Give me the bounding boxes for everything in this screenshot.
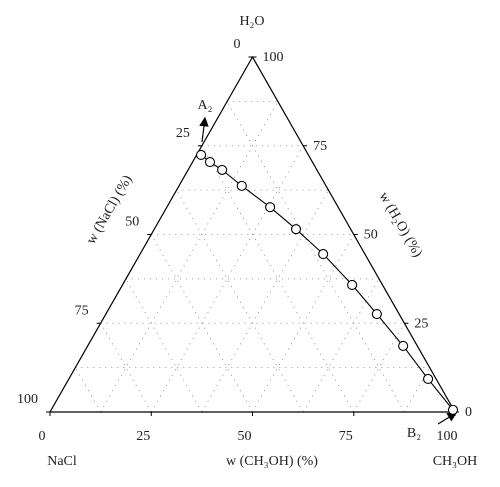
data-point: [217, 164, 228, 175]
axis-label: w (CH₃OH) (%): [226, 454, 318, 469]
data-point: [196, 149, 207, 161]
vertex-label: NaCl: [47, 454, 77, 469]
grid-line: [74, 367, 101, 413]
x-tick-label: 0: [39, 429, 46, 444]
grid-line: [353, 323, 405, 413]
x-tick-label: 25: [136, 429, 150, 444]
data-point: [204, 157, 216, 168]
grid-line: [150, 234, 253, 413]
left-tick-label: 25: [176, 126, 190, 141]
right-tick-label: 75: [313, 139, 327, 154]
right-tick-label: 0: [465, 405, 472, 420]
right-tick-label: 100: [263, 50, 284, 65]
vertex-label: CH₃OH: [433, 454, 478, 469]
grid-line: [100, 323, 152, 413]
left-tick-label: 0: [234, 37, 241, 52]
data-point: [398, 340, 409, 352]
data-point: [318, 248, 329, 260]
grid-line: [302, 278, 380, 413]
right-tick-label: 50: [364, 228, 378, 243]
grid-line: [125, 278, 203, 413]
axis-label: w (H₂O) (%): [376, 190, 425, 261]
left-tick-label: 100: [17, 392, 38, 407]
left-tick-label: 75: [75, 303, 89, 318]
vertex-label: H₂O: [239, 14, 264, 29]
grid-line: [100, 101, 279, 413]
grid-line: [201, 145, 355, 413]
arrow: [199, 116, 209, 143]
grid-line: [176, 189, 304, 413]
data-point: [347, 279, 358, 290]
data-point: [265, 202, 276, 213]
x-tick-label: 50: [238, 429, 252, 444]
data-point: [236, 180, 247, 191]
right-tick-label: 25: [414, 316, 428, 331]
data-point: [290, 224, 302, 235]
grid-line: [404, 367, 431, 413]
grid-line: [201, 189, 329, 413]
left-tick-label: 50: [125, 215, 139, 230]
x-tick-label: 100: [437, 429, 458, 444]
annotation: B₂: [407, 426, 421, 441]
data-point: [371, 308, 382, 320]
x-tick-label: 75: [339, 429, 353, 444]
annotation: A₂: [198, 98, 213, 113]
data-point: [447, 404, 459, 415]
data-point: [423, 373, 434, 385]
axis-label: w (NaCl) (%): [84, 172, 136, 246]
